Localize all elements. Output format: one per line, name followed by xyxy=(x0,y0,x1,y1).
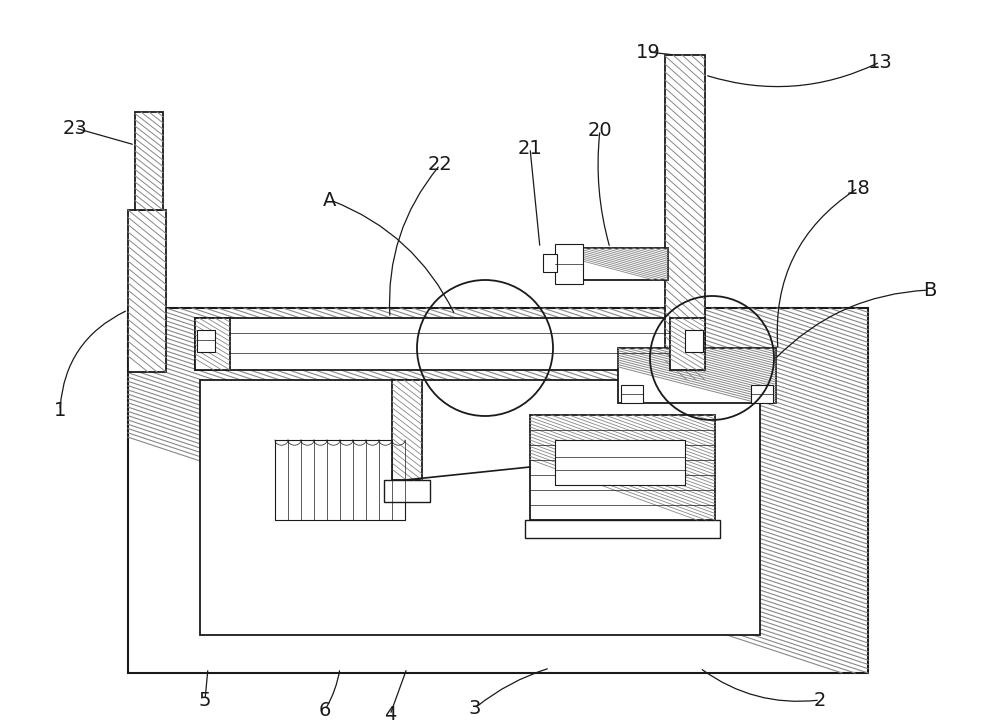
Text: 1: 1 xyxy=(54,400,66,419)
Bar xyxy=(685,330,703,352)
Bar xyxy=(618,348,776,403)
Text: 3: 3 xyxy=(469,698,481,718)
Bar xyxy=(392,380,422,480)
Bar xyxy=(621,385,643,403)
Text: 21: 21 xyxy=(518,138,542,157)
Text: A: A xyxy=(323,191,337,210)
Bar xyxy=(200,380,760,635)
Text: 23: 23 xyxy=(63,119,87,138)
Text: 18: 18 xyxy=(846,178,870,197)
Bar xyxy=(128,308,868,673)
Bar xyxy=(580,248,668,280)
Text: B: B xyxy=(923,280,937,299)
Bar xyxy=(275,440,405,520)
Bar xyxy=(555,244,583,284)
Text: 4: 4 xyxy=(384,705,396,724)
Text: 5: 5 xyxy=(199,690,211,710)
Bar xyxy=(384,480,430,502)
Text: 6: 6 xyxy=(319,700,331,719)
Bar xyxy=(543,254,557,272)
Text: 2: 2 xyxy=(814,690,826,710)
Bar xyxy=(128,210,166,372)
Bar xyxy=(555,440,685,485)
Bar xyxy=(525,520,720,538)
Text: 13: 13 xyxy=(868,52,892,71)
Bar xyxy=(197,330,215,352)
Text: 22: 22 xyxy=(428,156,452,175)
Bar xyxy=(195,318,705,370)
Bar xyxy=(665,55,705,380)
Bar xyxy=(670,318,705,370)
Bar xyxy=(751,385,773,403)
Bar xyxy=(195,318,230,370)
Bar xyxy=(530,415,715,520)
Text: 20: 20 xyxy=(588,121,612,140)
Bar xyxy=(135,112,163,210)
Text: 19: 19 xyxy=(636,42,660,61)
